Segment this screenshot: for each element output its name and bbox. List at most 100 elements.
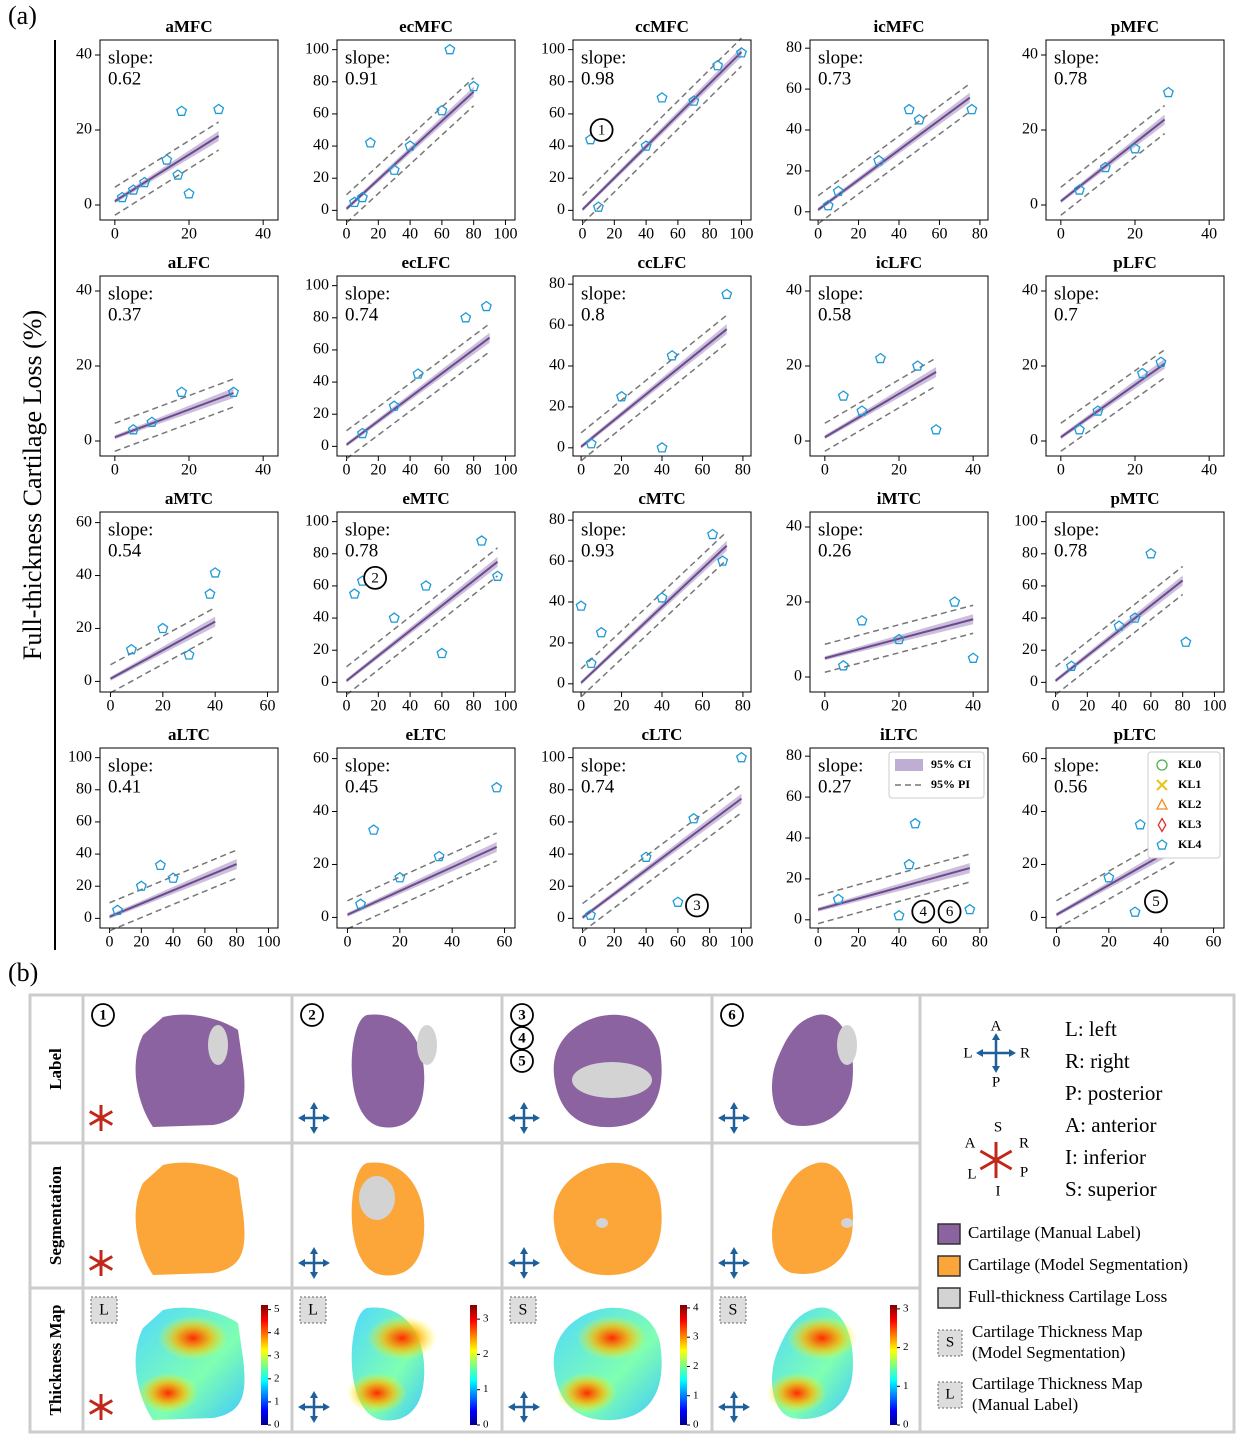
point <box>903 858 915 870</box>
x-tick-label: 0 <box>1052 934 1060 951</box>
prediction-interval <box>817 881 970 925</box>
point <box>364 137 376 148</box>
point <box>822 199 834 211</box>
subplot-title: aLTC <box>168 725 210 744</box>
y-tick-label: 100 <box>1014 512 1038 529</box>
orientation-icon <box>298 1247 330 1279</box>
y-tick-label: 60 <box>549 316 565 333</box>
prediction-interval <box>1055 593 1184 696</box>
y-tick-label: 0 <box>321 201 329 218</box>
loss-region <box>417 1025 437 1065</box>
slope-label: slope: <box>581 755 626 776</box>
subplot-title: aLFC <box>168 253 211 272</box>
point <box>1099 161 1111 173</box>
point <box>135 880 147 891</box>
legend-marker <box>1156 759 1168 771</box>
x-tick-label: 100 <box>493 462 517 479</box>
x-tick-label: 40 <box>402 698 418 715</box>
y-tick-label: 0 <box>794 202 802 219</box>
prediction-interval <box>824 385 937 452</box>
y-tick-label: 80 <box>313 308 329 325</box>
point <box>672 896 684 907</box>
y-tick-label: 0 <box>557 201 565 218</box>
x-tick-label: 40 <box>402 226 418 243</box>
legend-label: KL3 <box>1178 817 1201 831</box>
colorbar-tick-label: 4 <box>274 1326 280 1338</box>
y-tick-label: 20 <box>786 357 802 374</box>
orientation-letter: L <box>967 1166 976 1182</box>
slope-value: 0.27 <box>818 776 851 797</box>
arrow-head <box>298 1403 305 1411</box>
y-tick-label: 0 <box>794 910 802 927</box>
x-tick-label: 80 <box>466 698 482 715</box>
arrow <box>301 1394 327 1420</box>
slope-label: slope: <box>1054 519 1099 540</box>
x-tick-label: 40 <box>965 698 981 715</box>
cartilage-shape <box>553 1162 662 1276</box>
x-tick-label: 20 <box>155 698 171 715</box>
x-tick-label: 20 <box>1127 226 1143 243</box>
prediction-interval <box>1060 104 1166 188</box>
x-tick-label: 20 <box>606 226 622 243</box>
prediction-interval <box>817 853 970 897</box>
legend-marker <box>1155 798 1169 810</box>
point <box>712 59 724 71</box>
prediction-interval <box>582 784 742 905</box>
prediction-interval <box>346 105 475 224</box>
point <box>832 893 844 905</box>
arrow <box>301 1250 327 1276</box>
arrow-head <box>520 1272 528 1279</box>
x-tick-label: 0 <box>577 698 585 715</box>
thick-region <box>557 1373 617 1413</box>
cartilage-shape <box>772 1162 853 1274</box>
plot-frame <box>1045 511 1225 693</box>
arrow-head <box>976 1049 983 1057</box>
x-tick-label: 40 <box>402 462 418 479</box>
colorbar-tick-label: 0 <box>693 1419 699 1431</box>
point <box>172 169 184 180</box>
y-tick-label: 60 <box>786 80 802 97</box>
x-tick-label: 20 <box>370 462 386 479</box>
point <box>348 588 361 599</box>
arrow-head <box>992 1033 1000 1040</box>
subplot-title: ccMFC <box>635 17 689 36</box>
point <box>213 103 225 115</box>
slope-label: slope: <box>818 47 863 68</box>
plot-frame <box>572 275 752 457</box>
point <box>1136 367 1148 379</box>
subplot-title: pMTC <box>1110 489 1159 508</box>
case-marker <box>510 1049 534 1073</box>
fit-line <box>824 371 937 439</box>
y-tick-label: 60 <box>313 749 329 766</box>
y-axis-title: Full-thickness Cartilage Loss (%) <box>18 310 47 660</box>
x-tick-label: 60 <box>1143 698 1159 715</box>
thick-region <box>787 1316 857 1360</box>
point <box>893 633 905 645</box>
key-text: P: posterior <box>1065 1081 1162 1105</box>
x-tick-label: 20 <box>891 462 907 479</box>
y-tick-label: 60 <box>313 577 329 594</box>
legend-label: Cartilage (Model Segmentation) <box>968 1255 1188 1274</box>
y-tick-label: 0 <box>84 909 92 926</box>
x-tick-label: 80 <box>229 934 245 951</box>
point <box>666 349 678 361</box>
x-tick-label: 0 <box>1057 462 1065 479</box>
point <box>167 872 179 883</box>
arrow-head <box>730 1416 738 1423</box>
point <box>116 191 128 203</box>
colorbar-tick-label: 1 <box>693 1389 699 1401</box>
plot-frame <box>99 511 279 693</box>
point <box>688 812 700 824</box>
legend-label: Cartilage (Manual Label) <box>968 1223 1141 1242</box>
colorbar-tick-label: 2 <box>483 1348 489 1360</box>
prediction-interval <box>1055 565 1184 668</box>
annotation-circle <box>685 893 709 918</box>
point <box>1103 871 1115 883</box>
y-tick-label: 40 <box>1022 802 1038 819</box>
annotation-circle <box>1144 889 1168 914</box>
loss-region <box>837 1025 857 1065</box>
plot-frame <box>99 747 279 929</box>
cartilage-image <box>351 1162 425 1276</box>
y-tick-label: 0 <box>321 908 329 925</box>
orientation-letter: I <box>996 1183 1001 1199</box>
